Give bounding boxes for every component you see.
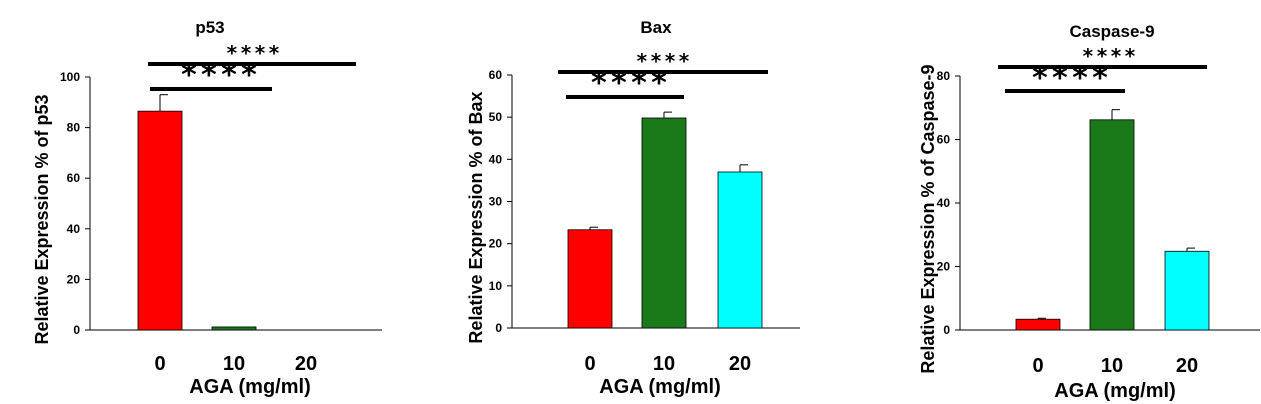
y-tick-label: 0: [73, 323, 80, 337]
chart-title: p53: [195, 18, 224, 37]
x-axis-label: AGA (mg/ml): [599, 376, 720, 398]
y-tick-label: 100: [60, 70, 80, 84]
x-tick-label: 20: [729, 353, 751, 375]
chart-panel-3: Caspase-9 Relative Expression % of Caspas…: [918, 22, 1260, 402]
x-tick-label: 20: [1176, 355, 1198, 377]
chart-title: Bax: [640, 18, 672, 37]
bar: [567, 229, 613, 329]
y-tick-label: 40: [937, 196, 951, 210]
y-axis-label: Relative Expression % of Caspase-9: [918, 64, 938, 373]
significance-stars: ****: [226, 41, 282, 65]
chart-title: Caspase-9: [1069, 22, 1154, 41]
y-tick-label: 10: [489, 279, 503, 293]
y-tick-label: 60: [67, 171, 81, 185]
x-tick-label: 20: [295, 353, 317, 375]
y-tick-label: 0: [495, 321, 502, 335]
y-axis-label: Relative Expression % of Bax: [466, 91, 486, 343]
bar: [211, 326, 257, 331]
bar: [641, 117, 687, 329]
y-tick-label: 20: [67, 272, 81, 286]
bar: [717, 171, 763, 329]
y-tick-label: 60: [937, 133, 951, 147]
y-axis-label: Relative Expression % of p53: [32, 94, 52, 344]
y-tick-label: 20: [937, 260, 951, 274]
x-axis-label: AGA (mg/ml): [189, 376, 310, 398]
bar: [1164, 250, 1210, 331]
significance-stars: ****: [636, 49, 692, 73]
y-tick-label: 0: [943, 323, 950, 337]
x-tick-label: 10: [223, 353, 245, 375]
x-axis-label: AGA (mg/ml): [1054, 380, 1175, 402]
y-tick-label: 40: [67, 222, 81, 236]
y-tick-label: 20: [489, 237, 503, 251]
x-tick-label: 0: [1032, 355, 1043, 377]
bar: [137, 110, 183, 331]
x-tick-label: 0: [584, 353, 595, 375]
x-tick-label: 10: [653, 353, 675, 375]
y-tick-label: 40: [489, 152, 503, 166]
y-tick-label: 30: [489, 195, 503, 209]
chart-panel-2: Bax Relative Expression % of Bax 0 10 20 30 40…: [466, 18, 800, 398]
x-tick-label: 0: [154, 353, 165, 375]
x-tick-label: 10: [1101, 355, 1123, 377]
y-tick-label: 80: [67, 121, 81, 135]
y-tick-label: 80: [937, 69, 951, 83]
bar: [1089, 119, 1135, 331]
y-tick-label: 60: [489, 68, 503, 82]
significance-stars: ****: [1082, 44, 1138, 68]
y-tick-label: 50: [489, 110, 503, 124]
chart-panel-1: p53 Relative Expression % of p53 0 20 40 60 80…: [32, 18, 382, 398]
bar: [1015, 318, 1061, 331]
